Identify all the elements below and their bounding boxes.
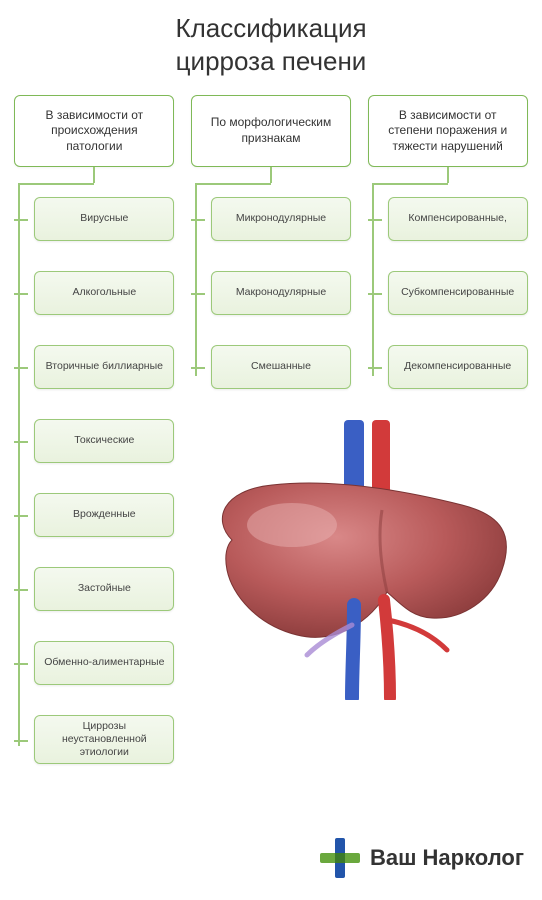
item-box: Алкогольные: [34, 271, 174, 315]
item-box: Застойные: [34, 567, 174, 611]
list-item: Макронодулярные: [191, 271, 351, 315]
item-box: Компенсированные,: [388, 197, 528, 241]
list-item: Обменно-алиментарные: [14, 641, 174, 685]
list-item: Вирусные: [14, 197, 174, 241]
logo-text: Ваш Нарколог: [370, 845, 524, 871]
list-item: Врожденные: [14, 493, 174, 537]
list-item: Декомпенсированные: [368, 345, 528, 389]
column-header: По морфологическим признакам: [191, 95, 351, 167]
list-item: Вторичные биллиарные: [14, 345, 174, 389]
item-box: Смешанные: [211, 345, 351, 389]
classification-columns: В зависимости от происхождения патологии…: [0, 77, 542, 764]
item-box: Циррозы неустановленной этиологии: [34, 715, 174, 764]
list-item: Токсические: [14, 419, 174, 463]
column-header: В зависимости от степени поражения и тяж…: [368, 95, 528, 167]
page-title: Классификация цирроза печени: [0, 0, 542, 77]
brand-logo: Ваш Нарколог: [318, 836, 524, 880]
list-item: Застойные: [14, 567, 174, 611]
item-box: Обменно-алиментарные: [34, 641, 174, 685]
list-item: Алкогольные: [14, 271, 174, 315]
list-item: Смешанные: [191, 345, 351, 389]
item-box: Субкомпенсированные: [388, 271, 528, 315]
column-body: Вирусные Алкогольные Вторичные биллиарные Т…: [14, 183, 174, 764]
title-line-1: Классификация: [175, 13, 366, 43]
column-1: По морфологическим признакам Микронодуляр…: [187, 95, 356, 764]
column-body: Компенсированные, Субкомпенсированные Деко…: [368, 183, 528, 389]
item-box: Декомпенсированные: [388, 345, 528, 389]
column-0: В зависимости от происхождения патологии…: [10, 95, 179, 764]
list-item: Субкомпенсированные: [368, 271, 528, 315]
item-box: Врожденные: [34, 493, 174, 537]
item-box: Микронодулярные: [211, 197, 351, 241]
title-line-2: цирроза печени: [176, 46, 367, 76]
list-item: Компенсированные,: [368, 197, 528, 241]
item-box: Вирусные: [34, 197, 174, 241]
column-header: В зависимости от происхождения патологии: [14, 95, 174, 167]
item-box: Токсические: [34, 419, 174, 463]
list-item: Циррозы неустановленной этиологии: [14, 715, 174, 764]
item-box: Вторичные биллиарные: [34, 345, 174, 389]
item-box: Макронодулярные: [211, 271, 351, 315]
column-2: В зависимости от степени поражения и тяж…: [363, 95, 532, 764]
logo-cross-icon: [318, 836, 362, 880]
list-item: Микронодулярные: [191, 197, 351, 241]
column-body: Микронодулярные Макронодулярные Смешанные: [191, 183, 351, 389]
